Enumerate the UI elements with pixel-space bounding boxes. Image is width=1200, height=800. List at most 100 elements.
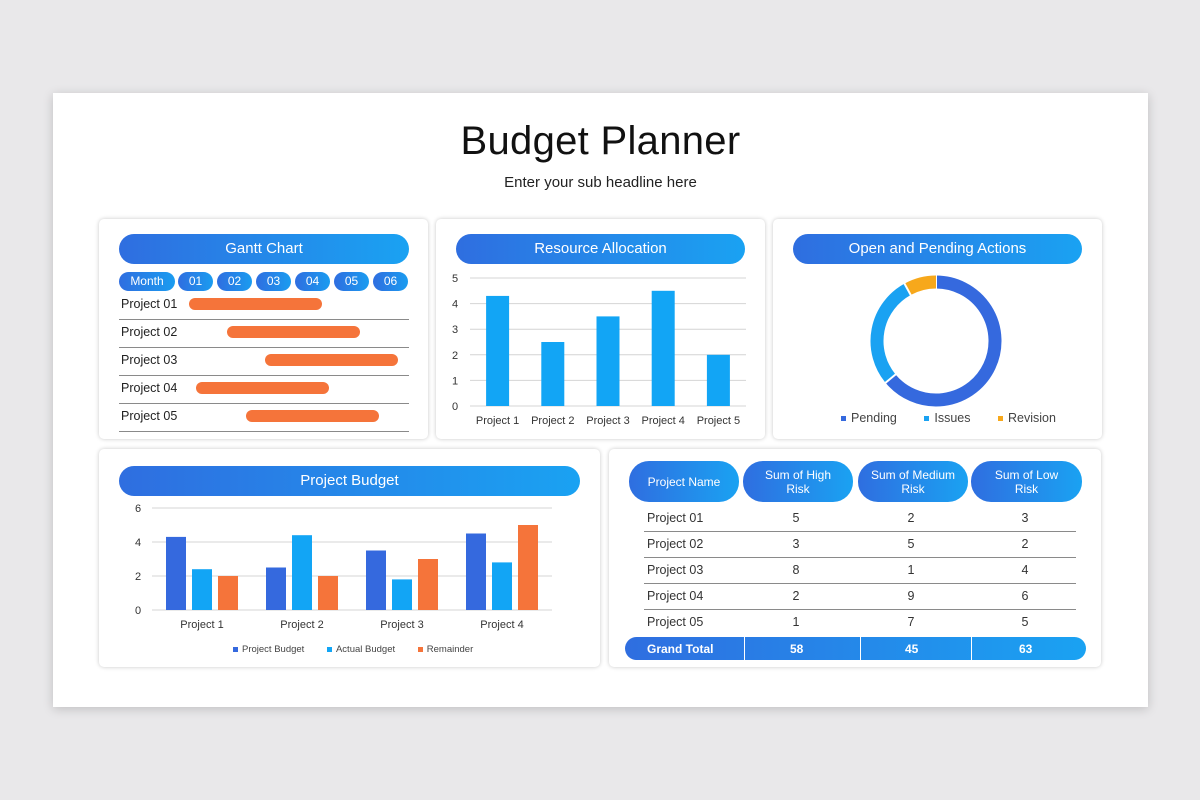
slice-separator [883, 372, 898, 385]
table-row: Project 04 2 9 6 [644, 583, 1076, 610]
resource-bar [651, 290, 675, 406]
resource-chart: 0 1 2 3 4 5 Project 1 Project 2 Project 3 Project… [452, 273, 746, 427]
x-tick-label: Project 4 [480, 619, 523, 631]
x-tick-label: Project 5 [697, 415, 740, 427]
budget-bar-project-budget [166, 536, 186, 610]
slice-separator [902, 281, 913, 297]
table-header-high-risk: Sum of High Risk [743, 461, 853, 502]
cell-medium-risk: 5 [907, 537, 915, 551]
actions-donut-chart [870, 274, 1002, 407]
legend-swatch-issues [924, 416, 930, 422]
column-divider [971, 637, 972, 660]
table-row: Project 02 3 5 2 [644, 531, 1076, 558]
gantt-bar [188, 298, 322, 310]
gantt-bar [264, 354, 398, 366]
cell-medium-risk: 1 [907, 563, 915, 577]
budget-title: Project Budget [119, 466, 580, 496]
cell-project-name: Project 03 [647, 563, 704, 577]
gantt-header-month-06: 06 [373, 272, 408, 291]
y-tick-label: 1 [452, 375, 458, 387]
gantt-row: Project 01 [119, 291, 409, 320]
legend-swatch-remainder [417, 646, 423, 652]
table-header-medium-risk: Sum of Medium Risk [858, 461, 968, 502]
legend-item-revision: Revision [997, 411, 1056, 425]
y-tick-label: 4 [452, 299, 458, 311]
budget-bar-project-budget [266, 567, 286, 610]
legend-item-actual-budget: Actual Budget [326, 644, 395, 655]
column-divider [860, 637, 861, 660]
legend-swatch-revision [997, 416, 1003, 422]
table-row: Project 03 8 1 4 [644, 557, 1076, 584]
x-tick-label: Project 3 [380, 619, 423, 631]
cell-low-risk: 5 [1021, 615, 1029, 629]
gantt-row: Project 02 [119, 319, 409, 348]
gantt-bar [245, 410, 379, 422]
cell-high-risk: 1 [792, 615, 800, 629]
y-tick-label: 2 [452, 350, 458, 362]
grand-total-row: Grand Total 58 45 63 [625, 637, 1086, 660]
gantt-bar [226, 326, 360, 338]
cell-low-risk: 6 [1021, 589, 1029, 603]
legend-item-project-budget: Project Budget [233, 644, 304, 655]
actions-title: Open and Pending Actions [793, 234, 1082, 264]
cell-medium-risk: 7 [907, 615, 915, 629]
x-tick-label: Project 1 [476, 415, 519, 427]
cell-low-risk: 2 [1021, 537, 1029, 551]
legend-label: Project Budget [242, 644, 305, 655]
resource-bar [541, 342, 565, 406]
budget-bar-remainder [318, 576, 338, 610]
cell-project-name: Project 02 [647, 537, 704, 551]
grand-total-low: 63 [1019, 642, 1033, 656]
gantt-card: Gantt Chart Month 01 02 03 04 05 06 Proj… [99, 219, 428, 439]
y-tick-label: 6 [135, 503, 141, 515]
x-tick-label: Project 1 [180, 619, 223, 631]
gantt-header-month: Month [119, 272, 175, 291]
gantt-row-label: Project 04 [121, 381, 178, 395]
x-tick-label: Project 2 [280, 619, 323, 631]
gantt-bar [196, 382, 330, 394]
y-tick-label: 5 [452, 273, 458, 285]
budget-bar-project-budget [366, 550, 386, 610]
legend-item-issues: Issues [924, 411, 971, 425]
cell-high-risk: 5 [792, 511, 800, 525]
gantt-header-month-02: 02 [217, 272, 252, 291]
donut-legend: Pending Issues Revision [841, 411, 1056, 425]
gantt-row: Project 03 [119, 347, 409, 376]
donut-slice-issues [870, 283, 911, 383]
table-row: Project 01 5 2 3 [644, 505, 1076, 532]
resource-title: Resource Allocation [456, 234, 745, 264]
grand-total-medium: 45 [905, 642, 919, 656]
budget-bar-remainder [418, 559, 438, 610]
slide: Budget Planner Enter your sub headline h… [53, 93, 1148, 707]
gantt-row-label: Project 02 [121, 325, 178, 339]
risk-table-card: Project Name Sum of High Risk Sum of Med… [609, 449, 1101, 667]
budget-bar-actual-budget [392, 579, 412, 610]
cell-medium-risk: 2 [907, 511, 915, 525]
budget-chart: 0 2 4 6 Project 1 Project 2 Project 3 Project 4 [135, 503, 552, 631]
x-tick-label: Project 3 [586, 415, 629, 427]
legend-swatch-actual-budget [326, 646, 332, 652]
legend-item-pending: Pending [841, 411, 897, 425]
legend-label: Pending [851, 411, 897, 425]
page-subtitle: Enter your sub headline here [504, 174, 697, 191]
gantt-row-label: Project 01 [121, 297, 178, 311]
gantt-header-month-03: 03 [256, 272, 291, 291]
cell-high-risk: 2 [792, 589, 800, 603]
y-tick-label: 0 [135, 605, 141, 617]
cell-high-risk: 8 [792, 563, 800, 577]
x-tick-label: Project 4 [641, 415, 684, 427]
grand-total-high: 58 [790, 642, 804, 656]
gantt-row: Project 04 [119, 375, 409, 404]
gantt-row-label: Project 05 [121, 409, 178, 423]
budget-legend: Project Budget Actual Budget Remainder [233, 644, 473, 655]
gantt-header-month-04: 04 [295, 272, 330, 291]
legend-swatch-project-budget [233, 646, 238, 652]
legend-label: Remainder [426, 644, 474, 655]
table-row: Project 05 1 7 5 [644, 609, 1076, 635]
gantt-row-label: Project 03 [121, 353, 178, 367]
cell-project-name: Project 05 [647, 615, 704, 629]
page-title: Budget Planner [460, 119, 741, 163]
donut-slice-pending [885, 275, 1002, 407]
budget-bar-remainder [218, 576, 238, 610]
gantt-header-month-01: 01 [178, 272, 213, 291]
